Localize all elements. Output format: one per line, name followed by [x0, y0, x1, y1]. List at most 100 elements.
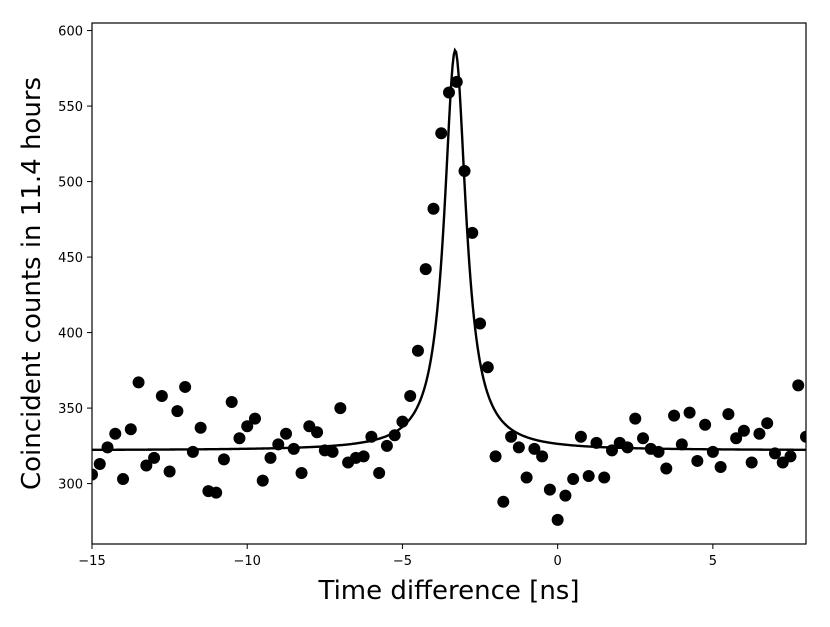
data-point: [272, 438, 285, 451]
data-point: [155, 390, 168, 403]
y-axis-title: Coincident counts in 11.4 hours: [17, 77, 47, 490]
data-point: [629, 412, 642, 425]
data-point: [559, 489, 572, 502]
data-point: [582, 470, 595, 483]
data-point: [357, 450, 370, 463]
data-point: [194, 421, 207, 434]
data-point: [109, 427, 122, 440]
data-point: [598, 471, 611, 484]
data-point: [551, 513, 564, 526]
data-point: [326, 445, 339, 458]
data-point: [683, 406, 696, 419]
data-point: [652, 445, 665, 458]
data-point: [148, 451, 161, 464]
data-point: [124, 423, 137, 436]
data-point: [745, 456, 758, 469]
data-point: [264, 451, 277, 464]
data-point: [714, 460, 727, 473]
data-point: [396, 415, 409, 428]
data-point: [543, 483, 556, 496]
y-tick-label: 300: [58, 478, 83, 493]
data-point: [706, 445, 719, 458]
data-point: [93, 457, 106, 470]
data-point: [621, 441, 634, 454]
data-point: [567, 473, 580, 486]
x-axis-title: Time difference [ns]: [318, 576, 580, 606]
data-point: [101, 441, 114, 454]
x-tick-label: −10: [233, 554, 260, 569]
data-point: [474, 317, 487, 330]
data-point: [761, 417, 774, 430]
data-point: [753, 427, 766, 440]
data-point: [380, 439, 393, 452]
data-point: [443, 86, 455, 99]
data-point: [675, 438, 688, 451]
x-tick-label: 0: [554, 554, 562, 569]
data-point: [163, 465, 176, 478]
y-tick-label: 400: [58, 327, 83, 342]
data-point: [233, 432, 246, 445]
data-point: [792, 379, 805, 392]
data-point: [450, 75, 463, 88]
data-point: [435, 127, 448, 140]
data-point: [768, 447, 781, 460]
data-point: [186, 445, 199, 458]
data-point: [505, 430, 518, 443]
data-point: [373, 467, 386, 480]
data-point: [248, 412, 261, 425]
data-point: [179, 380, 192, 393]
data-point: [256, 474, 269, 487]
data-point: [117, 473, 130, 486]
y-tick-label: 500: [58, 176, 83, 191]
data-point: [311, 426, 324, 439]
data-point: [140, 459, 153, 472]
data-point: [225, 396, 238, 409]
plot-frame: [91, 22, 807, 545]
data-point: [280, 427, 293, 440]
x-tick-label: −5: [393, 554, 412, 569]
data-point: [637, 432, 650, 445]
data-point: [92, 468, 98, 481]
data-point: [660, 462, 673, 475]
data-point: [536, 450, 549, 463]
data-point: [466, 226, 479, 239]
data-point: [512, 441, 525, 454]
fit-curve: [92, 47, 806, 452]
data-point: [132, 376, 145, 389]
data-point: [210, 486, 223, 499]
data-point: [287, 442, 300, 455]
data-point: [590, 436, 603, 449]
data-point: [699, 418, 712, 431]
x-tick-label: −15: [78, 554, 105, 569]
data-point: [489, 450, 502, 463]
data-point: [334, 402, 347, 415]
y-tick-label: 600: [58, 25, 83, 40]
data-point: [171, 405, 184, 418]
data-point: [784, 450, 797, 463]
y-tick-label: 350: [58, 402, 83, 417]
data-point: [497, 495, 510, 508]
y-tick-label: 550: [58, 100, 83, 115]
data-point: [419, 263, 432, 276]
data-point: [574, 430, 587, 443]
data-point: [691, 454, 704, 467]
y-tick-label: 450: [58, 251, 83, 266]
data-point: [365, 430, 378, 443]
data-point: [730, 432, 743, 445]
x-tick-label: 5: [709, 554, 717, 569]
data-point: [411, 344, 424, 357]
data-point: [800, 430, 806, 443]
data-point: [737, 424, 750, 437]
data-point: [605, 444, 618, 457]
data-point: [295, 467, 308, 480]
data-point: [427, 202, 440, 215]
data-point: [241, 420, 254, 433]
data-point: [722, 408, 735, 421]
data-point: [458, 164, 471, 177]
data-point: [528, 442, 541, 455]
data-point: [388, 429, 401, 442]
data-point: [217, 453, 230, 466]
data-point: [481, 361, 494, 374]
